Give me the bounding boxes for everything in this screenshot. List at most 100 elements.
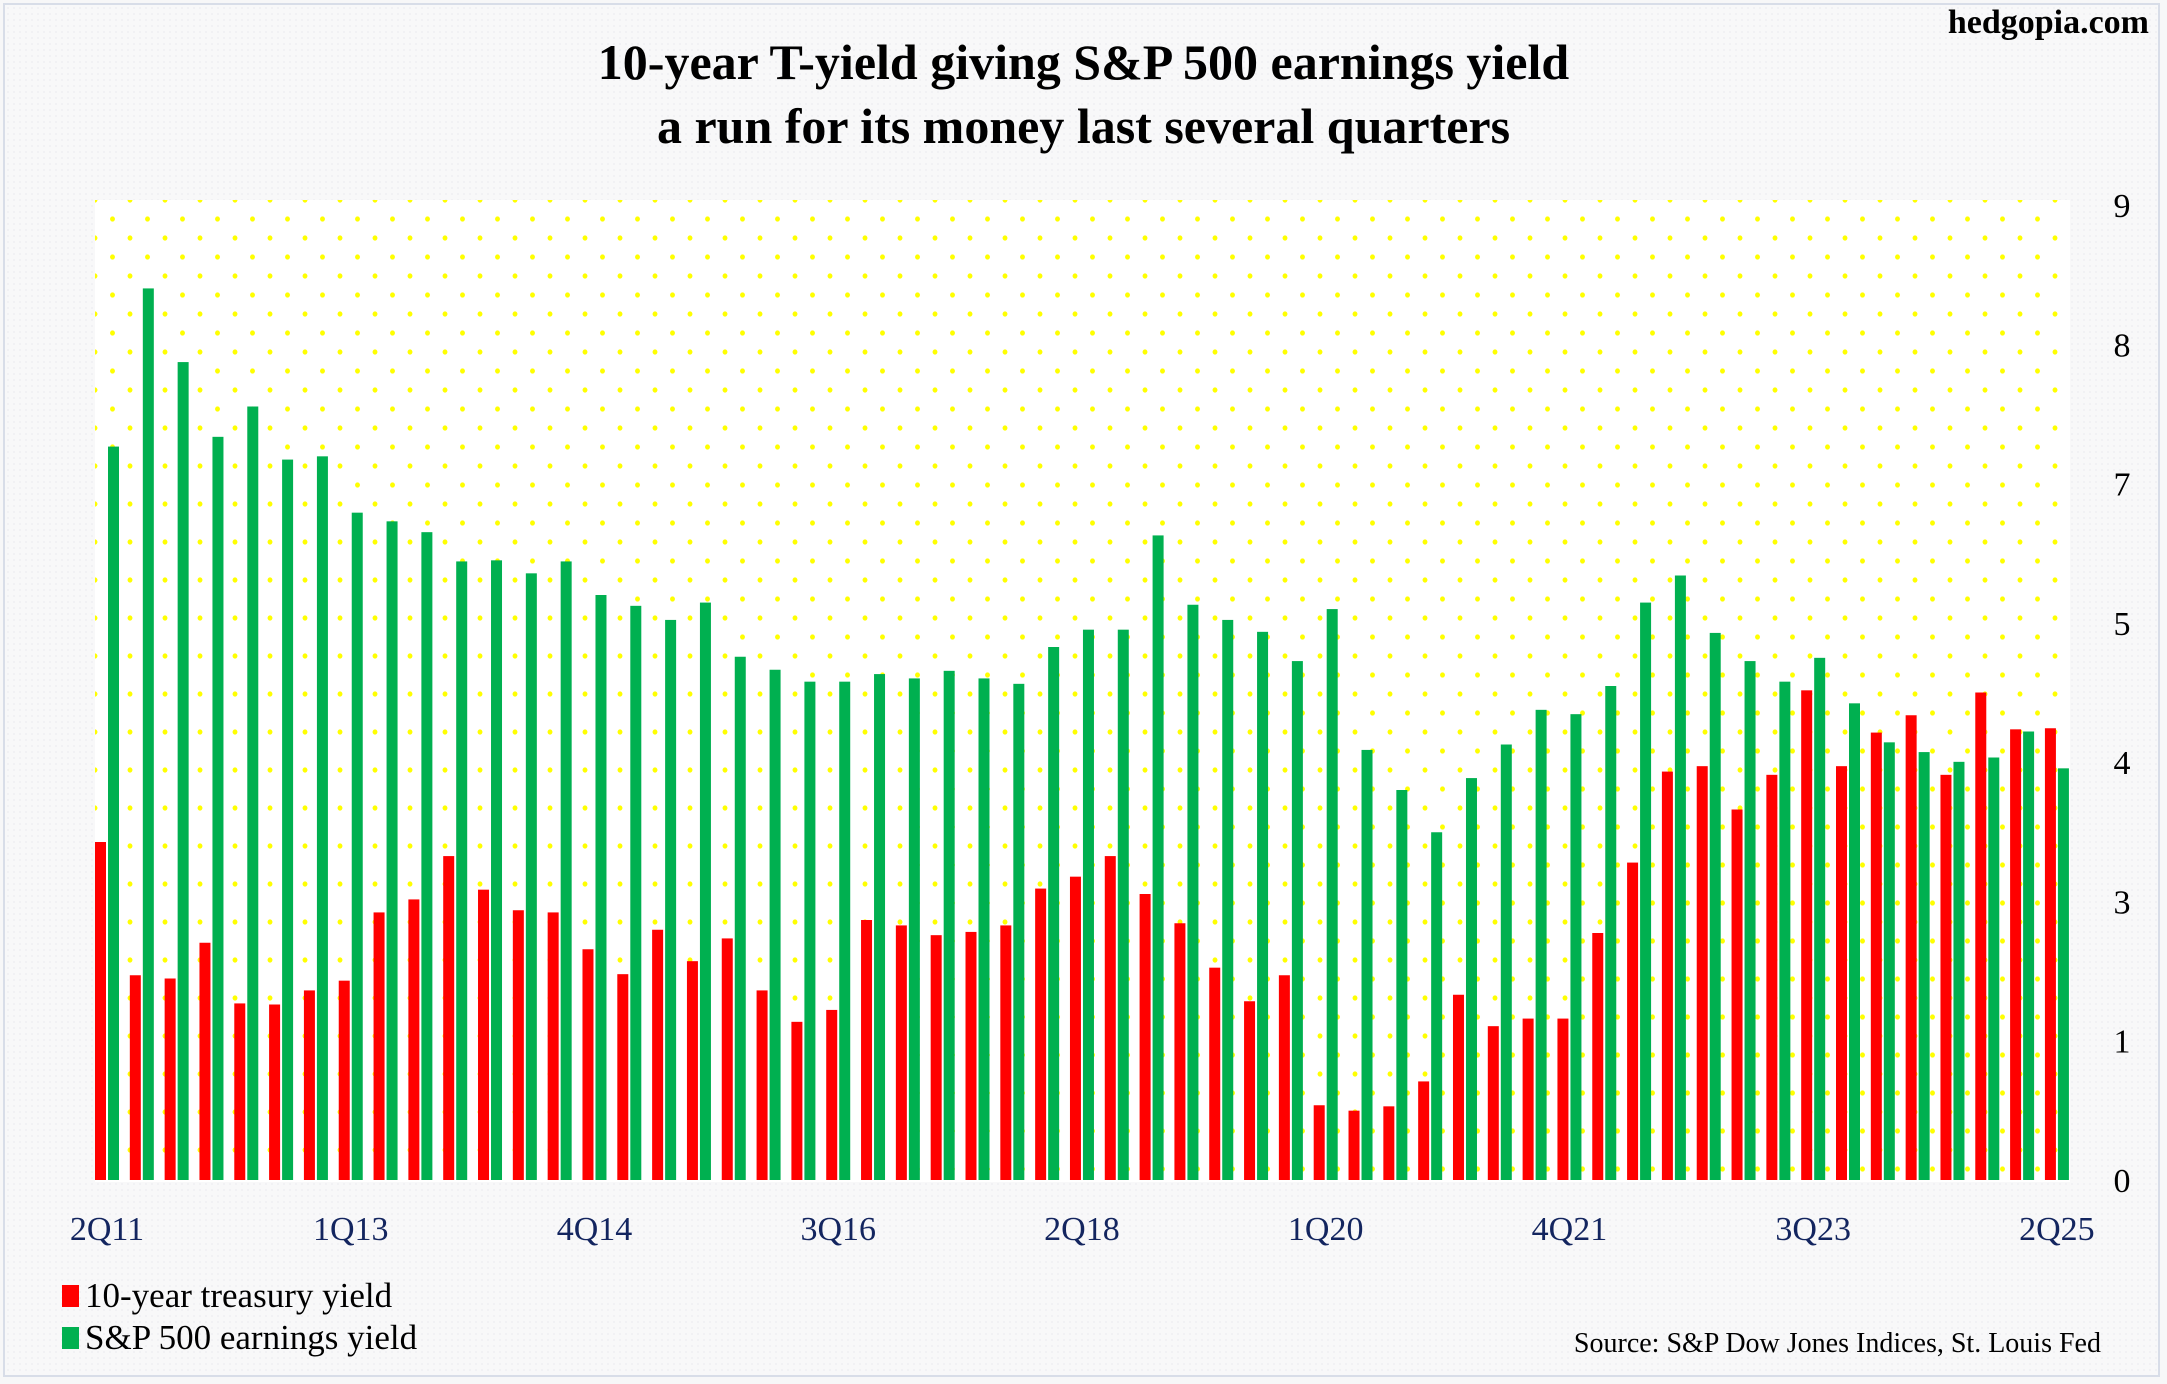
earnings-bar-1Q19 <box>1187 604 1199 1180</box>
treasury-bar-4Q17 <box>1000 925 1012 1180</box>
treasury-bar-4Q16 <box>861 920 873 1180</box>
earnings-bar-4Q21 <box>1570 714 1582 1180</box>
treasury-bar-2Q11 <box>95 842 106 1180</box>
treasury-bar-1Q20 <box>1313 1105 1325 1180</box>
y-tick-label: 0 <box>2114 1163 2131 1200</box>
earnings-bar-2Q25 <box>2057 768 2069 1180</box>
chart-title-line-2: a run for its money last several quarter… <box>656 98 1511 154</box>
treasury-bar-4Q12 <box>303 990 315 1180</box>
y-tick-label: 9 <box>2114 188 2131 225</box>
earnings-bar-3Q15 <box>699 602 711 1180</box>
y-axis: 0 1 3 4 5 7 8 9 <box>2114 188 2131 1200</box>
treasury-bar-1Q24 <box>1870 732 1882 1180</box>
treasury-bar-1Q25 <box>2010 729 2022 1180</box>
earnings-bar-2Q14 <box>525 573 537 1180</box>
earnings-bar-3Q21 <box>1535 709 1547 1180</box>
treasury-bar-1Q14 <box>478 889 490 1180</box>
earnings-bar-1Q25 <box>2023 731 2035 1180</box>
earnings-bar-3Q13 <box>421 532 433 1180</box>
earnings-bar-3Q23 <box>1814 657 1826 1180</box>
treasury-bar-4Q15 <box>721 938 733 1180</box>
earnings-bar-2Q23 <box>1779 681 1791 1180</box>
treasury-bar-2Q24 <box>1905 715 1917 1180</box>
treasury-bar-3Q14 <box>547 912 559 1180</box>
treasury-bar-4Q21 <box>1557 1018 1569 1180</box>
treasury-bar-3Q16 <box>826 1009 838 1180</box>
earnings-bar-3Q16 <box>839 681 851 1180</box>
treasury-bar-1Q18 <box>1035 888 1047 1180</box>
treasury-bar-3Q21 <box>1522 1018 1534 1180</box>
earnings-bar-3Q11 <box>142 288 154 1181</box>
treasury-bar-4Q19 <box>1278 975 1290 1180</box>
earnings-bar-1Q22 <box>1605 686 1617 1180</box>
earnings-bar-2Q24 <box>1918 752 1930 1180</box>
earnings-bar-4Q22 <box>1709 632 1721 1180</box>
treasury-bar-4Q20 <box>1418 1081 1430 1180</box>
earnings-bar-4Q12 <box>316 456 328 1180</box>
treasury-bar-4Q22 <box>1696 766 1708 1180</box>
earnings-bar-1Q18 <box>1048 647 1060 1180</box>
treasury-bar-1Q13 <box>338 980 350 1180</box>
x-tick-label: 1Q20 <box>1288 1211 1364 1248</box>
treasury-bar-2Q13 <box>373 912 385 1180</box>
treasury-bar-2Q14 <box>512 910 524 1180</box>
earnings-bar-1Q15 <box>630 605 642 1180</box>
earnings-bar-1Q17 <box>908 678 920 1180</box>
earnings-bar-2Q12 <box>247 406 259 1180</box>
treasury-bar-4Q24 <box>1975 692 1987 1180</box>
x-tick-label: 3Q23 <box>1775 1211 1851 1248</box>
earnings-bar-2Q20 <box>1361 749 1373 1180</box>
x-tick-label: 4Q21 <box>1532 1211 1608 1248</box>
earnings-bar-2Q13 <box>386 521 398 1180</box>
treasury-bar-4Q13 <box>443 856 455 1180</box>
earnings-bar-3Q12 <box>282 459 294 1180</box>
earnings-bar-4Q20 <box>1431 832 1443 1180</box>
treasury-bar-4Q11 <box>164 978 176 1180</box>
earnings-bar-4Q19 <box>1291 661 1303 1180</box>
treasury-bar-3Q19 <box>1244 1001 1256 1180</box>
earnings-bar-3Q19 <box>1257 631 1269 1180</box>
treasury-bar-1Q22 <box>1592 933 1604 1180</box>
earnings-bar-2Q11 <box>108 446 119 1180</box>
legend-label-treasury: 10-year treasury yield <box>85 1276 393 1315</box>
x-tick-label: 4Q14 <box>557 1211 633 1248</box>
treasury-bar-3Q17 <box>965 931 977 1180</box>
x-tick-label: 1Q13 <box>313 1211 389 1248</box>
treasury-bar-2Q15 <box>652 929 664 1180</box>
source-note: Source: S&P Dow Jones Indices, St. Louis… <box>1573 1328 2101 1359</box>
earnings-bar-4Q17 <box>1013 683 1025 1180</box>
treasury-bar-2Q16 <box>791 1021 803 1180</box>
earnings-bar-1Q23 <box>1744 661 1756 1180</box>
earnings-bar-3Q18 <box>1117 629 1129 1180</box>
treasury-bar-2Q19 <box>1209 967 1221 1180</box>
y-tick-label: 3 <box>2114 884 2131 921</box>
x-tick-label: 3Q16 <box>800 1211 876 1248</box>
earnings-bar-1Q16 <box>769 669 781 1180</box>
treasury-bar-3Q23 <box>1801 690 1813 1180</box>
earnings-bar-3Q17 <box>978 678 990 1180</box>
y-tick-label: 4 <box>2114 745 2131 782</box>
earnings-bar-3Q20 <box>1396 790 1408 1180</box>
x-tick-label: 2Q18 <box>1044 1211 1120 1248</box>
earnings-bar-4Q23 <box>1849 703 1860 1180</box>
treasury-bar-1Q17 <box>895 925 907 1180</box>
earnings-bar-4Q16 <box>874 674 886 1180</box>
earnings-bar-2Q15 <box>665 619 677 1180</box>
x-tick-label: 2Q25 <box>2019 1211 2095 1248</box>
treasury-bar-1Q16 <box>756 990 768 1180</box>
earnings-bar-1Q21 <box>1465 778 1477 1180</box>
earnings-bar-4Q13 <box>456 561 468 1180</box>
earnings-bar-4Q24 <box>1988 757 2000 1180</box>
earnings-bar-2Q21 <box>1500 744 1512 1180</box>
treasury-bar-1Q23 <box>1731 809 1743 1180</box>
earnings-bar-4Q18 <box>1152 535 1164 1180</box>
treasury-bar-2Q21 <box>1487 1026 1499 1180</box>
y-tick-label: 7 <box>2114 467 2131 504</box>
legend-item-earnings: S&P 500 earnings yield <box>62 1317 417 1359</box>
legend-label-earnings: S&P 500 earnings yield <box>85 1318 418 1357</box>
y-tick-label: 5 <box>2114 606 2131 643</box>
treasury-bar-1Q19 <box>1174 923 1186 1180</box>
earnings-bar-1Q24 <box>1883 742 1895 1180</box>
x-tick-label: 2Q11 <box>70 1211 144 1248</box>
